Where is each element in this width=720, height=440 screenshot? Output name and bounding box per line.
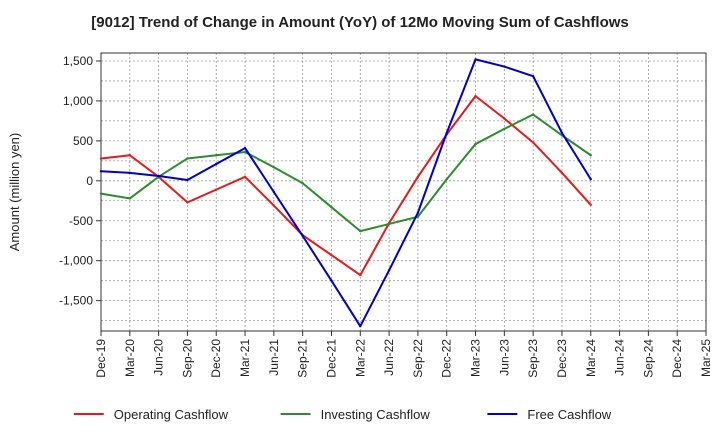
plot-frame: [100, 52, 707, 332]
x-tick-label: Mar-20: [123, 339, 137, 377]
data-point-operating-cashflow: [128, 154, 132, 157]
data-point-operating-cashflow: [589, 203, 592, 206]
data-point-operating-cashflow: [186, 201, 189, 204]
data-point-investing-cashflow: [445, 178, 448, 181]
y-axis-label: Amount (million yen): [7, 133, 22, 252]
data-point-free-cashflow: [272, 190, 276, 194]
series-layer: [99, 58, 592, 328]
x-tick-label: Dec-22: [440, 339, 454, 378]
data-point-operating-cashflow: [474, 94, 477, 98]
series-line-operating-cashflow: [100, 95, 592, 277]
data-point-free-cashflow: [359, 325, 362, 328]
x-tick-label: Sep-21: [296, 339, 310, 378]
data-point-investing-cashflow: [589, 154, 592, 157]
data-point-operating-cashflow: [99, 157, 103, 160]
x-tick-label: Dec-20: [209, 339, 223, 378]
y-tick-label: -1,000: [59, 254, 93, 268]
data-point-investing-cashflow: [503, 127, 506, 131]
x-tick-label: Mar-25: [699, 339, 713, 377]
series-line-free-cashflow: [100, 58, 592, 328]
axis-layer: 1,500 1,000 500 0 -500 -1,000 -1,500 Dec-19 Mar-…: [7, 52, 713, 378]
x-tick-label: Jun-21: [267, 339, 281, 376]
data-point-free-cashflow: [560, 131, 564, 135]
data-point-investing-cashflow: [99, 192, 103, 195]
legend-label-investing-cashflow: Investing Cashflow: [321, 407, 431, 422]
x-tick-label: Dec-21: [324, 339, 338, 378]
y-tick-label: -500: [69, 214, 93, 228]
y-tick-label: 1,000: [63, 94, 93, 108]
data-point-operating-cashflow: [330, 253, 333, 257]
x-tick-label: Mar-23: [469, 339, 483, 377]
legend-label-operating-cashflow: Operating Cashflow: [114, 407, 229, 422]
x-tick-label: Sep-20: [180, 339, 194, 378]
data-point-free-cashflow: [301, 234, 304, 238]
data-point-operating-cashflow: [243, 175, 247, 179]
y-tick-label: 0: [86, 174, 93, 188]
data-point-operating-cashflow: [272, 204, 276, 207]
chart-title: [9012] Trend of Change in Amount (YoY) o…: [91, 14, 629, 31]
data-point-free-cashflow: [99, 170, 103, 173]
data-point-investing-cashflow: [474, 142, 477, 146]
x-tick-label: Dec-24: [670, 339, 684, 378]
y-tick-label: 1,500: [63, 54, 93, 68]
data-point-operating-cashflow: [560, 171, 564, 175]
data-point-investing-cashflow: [531, 113, 535, 116]
grid-layer: [100, 53, 707, 331]
x-tick-label: Jun-23: [497, 339, 511, 376]
data-point-operating-cashflow: [416, 175, 420, 179]
data-point-free-cashflow: [243, 146, 247, 150]
data-point-investing-cashflow: [215, 154, 218, 157]
data-point-operating-cashflow: [503, 117, 506, 120]
data-point-investing-cashflow: [301, 182, 304, 185]
data-point-free-cashflow: [416, 211, 420, 214]
data-point-investing-cashflow: [128, 197, 132, 200]
data-point-free-cashflow: [387, 269, 391, 272]
y-tick-label: -1,500: [59, 294, 93, 308]
data-point-investing-cashflow: [243, 150, 247, 154]
legend-label-free-cashflow: Free Cashflow: [527, 407, 611, 422]
x-tick-label: Jun-20: [152, 339, 166, 376]
series-line-investing-cashflow: [100, 113, 592, 233]
data-point-free-cashflow: [503, 65, 506, 68]
data-point-investing-cashflow: [330, 205, 333, 209]
x-tick-label: Dec-19: [94, 339, 108, 378]
data-point-operating-cashflow: [359, 273, 362, 277]
x-tick-label: Jun-24: [613, 339, 627, 376]
data-point-investing-cashflow: [186, 157, 189, 160]
data-point-investing-cashflow: [359, 229, 362, 233]
data-point-free-cashflow: [330, 279, 333, 282]
data-point-free-cashflow: [445, 131, 448, 135]
x-tick-label: Sep-23: [526, 339, 540, 378]
x-tick-label: Sep-24: [641, 339, 655, 378]
data-point-investing-cashflow: [272, 166, 276, 169]
data-point-free-cashflow: [531, 74, 535, 78]
data-point-free-cashflow: [128, 171, 132, 175]
data-point-free-cashflow: [157, 174, 160, 178]
data-point-free-cashflow: [474, 58, 477, 61]
x-tick-label: Mar-22: [353, 339, 367, 377]
x-tick-label: Sep-22: [411, 339, 425, 378]
data-point-investing-cashflow: [387, 222, 391, 226]
x-tick-label: Mar-21: [238, 339, 252, 377]
x-tick-label: Dec-23: [555, 339, 569, 378]
data-point-free-cashflow: [186, 178, 189, 182]
x-tick-label: Mar-24: [584, 339, 598, 377]
data-point-free-cashflow: [215, 162, 218, 166]
y-tick-label: 500: [73, 134, 93, 148]
data-point-free-cashflow: [589, 178, 592, 181]
data-point-operating-cashflow: [215, 188, 218, 191]
legend: Operating Cashflow Investing Cashflow Free…: [73, 407, 612, 422]
x-tick-label: Jun-22: [382, 339, 396, 376]
data-point-operating-cashflow: [531, 141, 535, 144]
